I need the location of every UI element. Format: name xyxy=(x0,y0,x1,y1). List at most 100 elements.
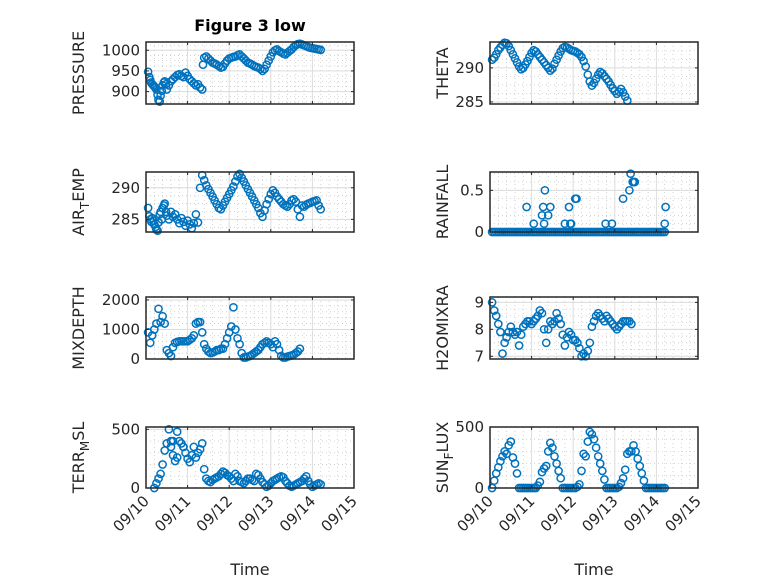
data-point xyxy=(199,339,209,349)
data-point xyxy=(262,60,271,70)
data-point xyxy=(157,86,167,96)
data-point xyxy=(522,202,531,212)
data-point xyxy=(229,302,238,312)
data-point xyxy=(493,319,503,329)
y-axis-label: THETA xyxy=(433,47,452,99)
data-point xyxy=(264,56,274,65)
data-point xyxy=(153,226,162,236)
data-point xyxy=(502,449,511,459)
x-tick-label: 09/11 xyxy=(151,492,194,535)
data-point xyxy=(565,219,575,229)
data-point xyxy=(589,316,599,326)
data-point xyxy=(516,330,526,340)
data-point xyxy=(523,56,532,66)
subplot-air-temp: 285 290 AIRTEMP xyxy=(69,168,355,236)
y-tick-label: 1000 xyxy=(102,41,140,59)
series-markers xyxy=(487,38,632,105)
data-point xyxy=(537,308,547,318)
y-tick-label: 9 xyxy=(474,293,484,311)
data-point xyxy=(291,197,301,207)
data-point xyxy=(162,85,172,94)
data-point xyxy=(231,177,240,186)
y-tick-label: 285 xyxy=(111,210,140,228)
data-point xyxy=(539,464,549,473)
y-tick-label: 7 xyxy=(474,347,484,365)
y-tick-label: 900 xyxy=(111,83,140,101)
data-point xyxy=(156,469,165,479)
data-point xyxy=(630,177,640,187)
data-point xyxy=(268,185,278,195)
data-point xyxy=(556,473,566,483)
data-point xyxy=(193,218,203,227)
data-point xyxy=(266,52,276,61)
axes-box xyxy=(145,426,355,489)
data-point xyxy=(191,319,201,328)
data-point xyxy=(152,319,161,328)
axes-box xyxy=(145,171,355,233)
data-point xyxy=(164,81,174,90)
data-point xyxy=(235,339,244,349)
data-point xyxy=(156,91,165,101)
data-point xyxy=(581,62,591,71)
data-point xyxy=(510,459,520,468)
data-point xyxy=(143,203,153,213)
axes-box xyxy=(145,296,355,360)
y-tick-label: 0.5 xyxy=(460,181,484,199)
data-point xyxy=(166,442,176,452)
data-point xyxy=(607,219,617,229)
y-axis-label: RAINFALL xyxy=(433,165,452,240)
data-point xyxy=(233,471,242,481)
data-point xyxy=(197,439,207,448)
data-point xyxy=(487,55,497,65)
subplot-pressure: 900 950 1000 PRESSURE xyxy=(69,31,355,115)
data-point xyxy=(160,199,170,208)
data-point xyxy=(556,319,566,329)
data-point xyxy=(525,52,534,62)
x-tick-label: 09/12 xyxy=(537,492,580,535)
data-point xyxy=(289,194,299,204)
data-point xyxy=(260,64,269,74)
data-point xyxy=(199,464,209,474)
data-point xyxy=(627,319,636,329)
data-point xyxy=(550,59,559,69)
data-point xyxy=(155,97,165,106)
y-axis-label: PRESSURE xyxy=(69,31,88,115)
data-point xyxy=(256,64,265,74)
data-point xyxy=(541,461,551,471)
data-point xyxy=(589,78,599,88)
data-point xyxy=(161,207,171,217)
x-axis-label: Time xyxy=(573,560,613,579)
data-point xyxy=(537,210,547,220)
data-point xyxy=(154,304,163,314)
data-point xyxy=(204,347,213,356)
data-point xyxy=(545,202,555,212)
data-point xyxy=(618,194,628,204)
axes-box xyxy=(489,426,699,489)
data-point xyxy=(152,478,161,488)
data-point xyxy=(591,443,601,453)
data-point xyxy=(498,349,507,358)
data-point xyxy=(496,327,505,337)
data-point xyxy=(587,322,597,332)
axes-box xyxy=(145,41,355,105)
data-point xyxy=(618,473,628,483)
data-point xyxy=(581,451,591,461)
x-tick-label: 09/12 xyxy=(193,492,236,535)
y-tick-label: 2000 xyxy=(102,291,140,309)
data-point xyxy=(502,333,511,342)
subplot-terr-msl: 0 500 TERRMSL 09/1009/1109/1209/1309/1409/1… xyxy=(69,420,361,579)
data-point xyxy=(179,442,188,452)
subplot-rainfall: 0 0.5 RAINFALL xyxy=(433,165,699,241)
data-point xyxy=(258,66,267,76)
plot-area xyxy=(146,42,354,104)
data-point xyxy=(312,196,321,205)
data-point xyxy=(506,322,516,332)
data-point xyxy=(625,185,634,195)
data-point xyxy=(552,55,561,65)
data-point xyxy=(620,465,630,475)
data-point xyxy=(491,311,501,321)
x-tick-label: 09/13 xyxy=(234,492,277,535)
plot-area xyxy=(490,172,698,232)
subplot-mixdepth: 0 1000 2000 MIXDEPTH xyxy=(69,286,355,370)
x-tick-label: 09/11 xyxy=(495,492,538,535)
